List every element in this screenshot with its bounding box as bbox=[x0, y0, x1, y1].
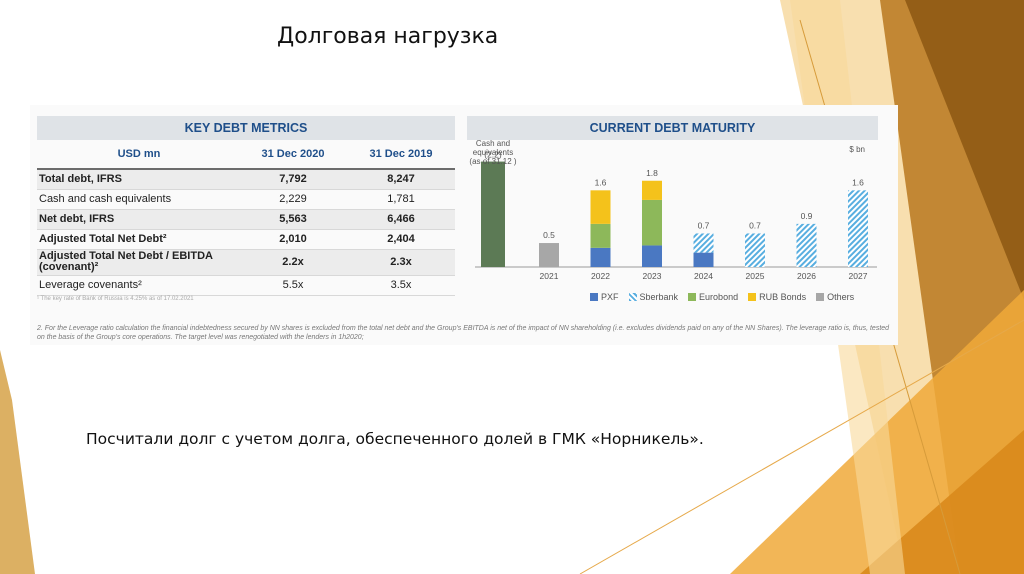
x-tick-label: 2025 bbox=[746, 271, 765, 281]
row-label: Adjusted Total Net Debt / EBITDA (covena… bbox=[39, 250, 213, 273]
slide-title: Долговая нагрузка bbox=[277, 24, 499, 49]
legend-swatch bbox=[688, 293, 697, 301]
legend-swatch bbox=[628, 293, 637, 301]
column-header: 31 Dec 2019 bbox=[369, 148, 433, 160]
bar-segment-sberbank bbox=[745, 233, 765, 267]
bar-segment-pxf bbox=[693, 252, 714, 267]
bar-segment-eurobond bbox=[590, 223, 611, 248]
legend-swatch bbox=[748, 293, 757, 301]
x-tick-label: 2024 bbox=[694, 271, 713, 281]
debt-maturity-chart: $ bn Cash and equivalents (as of 31.12 )(2.… bbox=[469, 140, 877, 281]
x-tick-label: 2027 bbox=[849, 271, 868, 281]
bar-segment-rub-bonds bbox=[642, 180, 662, 200]
column-header: USD mn bbox=[117, 148, 161, 160]
bar-total-label: 0.5 bbox=[543, 230, 555, 240]
row-value-2019: 6,466 bbox=[387, 213, 415, 225]
legend-label: Sberbank bbox=[639, 292, 679, 302]
bar-segment-sberbank bbox=[796, 223, 817, 267]
footnote: 2. For the Leverage ratio calculation th… bbox=[37, 325, 890, 341]
bar-total-label: 1.6 bbox=[852, 177, 864, 187]
table-row: Leverage covenants² 5.5x 3.5x bbox=[37, 276, 455, 296]
row-label: Cash and cash equivalents bbox=[39, 193, 172, 205]
cash-value-label: (2.2) bbox=[484, 150, 502, 160]
row-value-2019: 8,247 bbox=[387, 173, 415, 185]
table-title: KEY DEBT METRICS bbox=[37, 116, 455, 140]
table-row: Adjusted Total Net Debt / EBITDA (covena… bbox=[37, 250, 455, 276]
bar-segment-rub-bonds bbox=[590, 190, 611, 224]
bar-segment-others bbox=[539, 243, 559, 267]
row-label: Adjusted Total Net Debt² bbox=[39, 233, 167, 245]
row-label: Total debt, IFRS bbox=[39, 173, 122, 185]
legend-item: Others bbox=[816, 292, 854, 302]
legend-label: PXF bbox=[601, 292, 619, 302]
table-header-row: USD mn 31 Dec 2020 31 Dec 2019 bbox=[37, 140, 455, 170]
row-value-2019: 2.3x bbox=[390, 256, 412, 268]
bar-total-label: 0.7 bbox=[749, 220, 761, 230]
body-text: Посчитали долг с учетом долга, обеспечен… bbox=[86, 430, 704, 448]
bar-segment-pxf bbox=[590, 247, 611, 267]
row-value-2019: 2,404 bbox=[387, 233, 415, 245]
legend-item: Sberbank bbox=[628, 292, 679, 302]
row-value-2020: 2,229 bbox=[279, 193, 307, 205]
legend-label: RUB Bonds bbox=[759, 292, 807, 302]
chart-title: CURRENT DEBT MATURITY bbox=[467, 116, 878, 140]
table-row: Cash and cash equivalents 2,229 1,781 bbox=[37, 190, 455, 210]
x-tick-label: 2023 bbox=[643, 271, 662, 281]
bar-segment-sberbank bbox=[848, 190, 868, 267]
table-row: Net debt, IFRS 5,563 6,466 bbox=[37, 210, 455, 230]
row-value-2020: 5,563 bbox=[279, 213, 307, 225]
bar-total-label: 0.7 bbox=[698, 220, 710, 230]
bar-segment-sberbank bbox=[693, 233, 714, 253]
x-tick-label: 2021 bbox=[540, 271, 559, 281]
row-value-2020: 2.2x bbox=[282, 256, 304, 268]
legend-swatch bbox=[590, 293, 598, 301]
key-debt-metrics-table: KEY DEBT METRICS USD mn 31 Dec 2020 31 D… bbox=[37, 116, 455, 296]
row-value-2019: 1,781 bbox=[387, 193, 415, 205]
legend-label: Eurobond bbox=[699, 292, 739, 302]
bar-total-label: 1.6 bbox=[595, 177, 607, 187]
row-value-2020: 7,792 bbox=[279, 173, 307, 185]
bar-total-label: 0.9 bbox=[801, 211, 813, 221]
row-label: Net debt, IFRS bbox=[39, 213, 115, 225]
table-row: Adjusted Total Net Debt² 2,010 2,404 bbox=[37, 230, 455, 250]
chart-legend: PXF Sberbank Eurobond RUB Bonds Others bbox=[590, 292, 854, 302]
x-tick-label: 2026 bbox=[797, 271, 816, 281]
bar-total-label: 1.8 bbox=[646, 168, 658, 178]
bar-segment-pxf bbox=[642, 245, 662, 267]
table-row: Total debt, IFRS 7,792 8,247 bbox=[37, 170, 455, 190]
row-value-2020: 2,010 bbox=[279, 233, 307, 245]
legend-item: Eurobond bbox=[688, 292, 738, 302]
unit-label: $ bn bbox=[849, 145, 865, 154]
x-tick-label: 2022 bbox=[591, 271, 610, 281]
row-value-2019: 3.5x bbox=[390, 279, 412, 291]
legend-swatch bbox=[816, 293, 825, 301]
row-value-2020: 5.5x bbox=[282, 279, 304, 291]
legend-label: Others bbox=[827, 292, 855, 302]
legend-item: PXF bbox=[590, 292, 619, 302]
cash-bar bbox=[481, 161, 505, 267]
bar-segment-eurobond bbox=[642, 199, 662, 246]
faded-table-note: ¹ The key rate of Bank of Russia is 4.25… bbox=[37, 296, 194, 302]
legend-item: RUB Bonds bbox=[748, 292, 806, 302]
row-label: Leverage covenants² bbox=[39, 279, 142, 291]
column-header: 31 Dec 2020 bbox=[261, 148, 325, 160]
cash-label: Cash and equivalents (as of 31.12 ) bbox=[469, 140, 516, 166]
